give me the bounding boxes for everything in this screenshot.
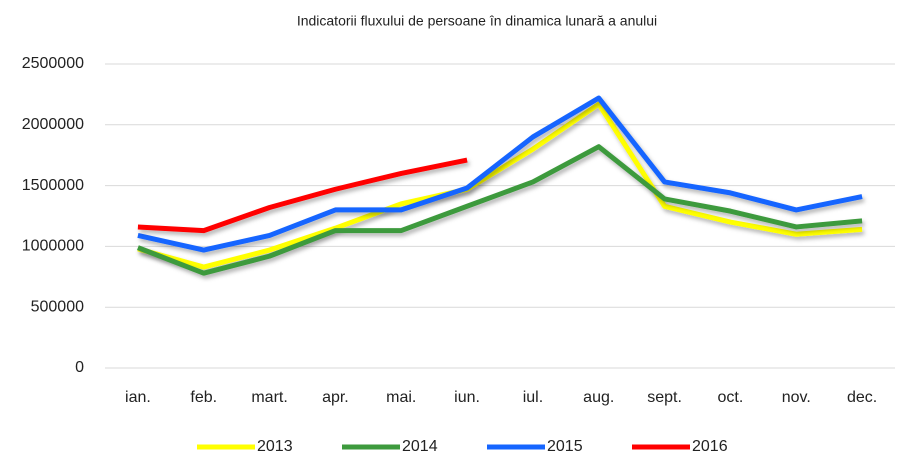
y-tick-label: 1500000: [22, 177, 84, 194]
chart-title: Indicatorii fluxului de persoane în dina…: [297, 13, 657, 29]
x-tick-label: sept.: [647, 389, 682, 406]
y-tick-label: 0: [75, 359, 84, 376]
series-line: [137, 157, 468, 234]
x-tick-label: iul.: [523, 389, 543, 406]
x-tick-label: aug.: [583, 389, 614, 406]
legend-item: 2015: [487, 438, 583, 455]
x-tick-label: apr.: [322, 389, 349, 406]
x-tick-label: oct.: [718, 389, 744, 406]
legend-item: 2016: [632, 438, 728, 455]
y-tick-label: 2000000: [22, 116, 84, 133]
x-tick-label: mart.: [251, 389, 287, 406]
y-tick-label: 1000000: [22, 238, 84, 255]
x-tick-label: mai.: [386, 389, 416, 406]
legend-label: 2016: [692, 438, 728, 455]
series-line: [137, 144, 863, 276]
legend-item: 2014: [342, 438, 438, 455]
legend-label: 2014: [402, 438, 438, 455]
series-line: [137, 101, 863, 270]
legend-item: 2013: [197, 438, 293, 455]
legend-label: 2015: [547, 438, 583, 455]
x-tick-label: iun.: [454, 389, 480, 406]
series-line: [137, 95, 863, 253]
x-tick-label: dec.: [847, 389, 877, 406]
x-tick-label: nov.: [782, 389, 811, 406]
x-tick-label: ian.: [125, 389, 151, 406]
y-tick-label: 2500000: [22, 55, 84, 72]
x-tick-label: feb.: [190, 389, 217, 406]
y-tick-label: 500000: [31, 298, 84, 315]
legend-label: 2013: [257, 438, 293, 455]
